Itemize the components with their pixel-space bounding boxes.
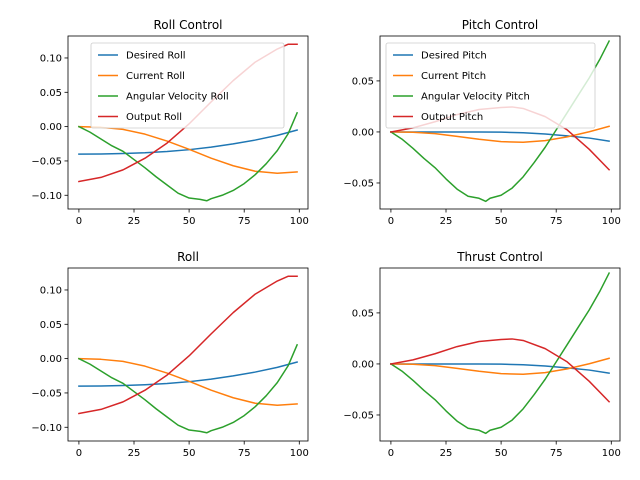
x-tick-label: 50 <box>495 216 508 227</box>
x-tick-label: 100 <box>602 448 621 459</box>
y-tick-label: −0.05 <box>31 389 62 400</box>
y-tick-label: 0.00 <box>40 122 62 133</box>
legend: Desired Roll Current Roll Angular Velocity… <box>90 42 285 129</box>
x-tick-label: 100 <box>602 216 621 227</box>
chart-title: Roll Control <box>154 18 223 32</box>
y-tick-label: 0.00 <box>352 128 374 139</box>
y-tick-label: 0.05 <box>352 309 374 320</box>
subplot-2: Pitch Control 0 25 50 75 100 −0.05 0.00 0.05 Desi… <box>343 18 620 227</box>
x-tick-label: 50 <box>495 448 508 459</box>
x-tick-label: 25 <box>440 216 453 227</box>
legend-label: Output Pitch <box>421 112 483 123</box>
chart-title: Roll <box>177 250 199 264</box>
x-tick-label: 50 <box>183 216 196 227</box>
x-tick-label: 0 <box>388 216 394 227</box>
legend-label: Current Roll <box>126 71 185 82</box>
x-tick-label: 25 <box>128 216 141 227</box>
y-tick-label: 0.05 <box>352 77 374 88</box>
x-tick-label: 25 <box>440 448 453 459</box>
x-tick-label: 0 <box>388 448 394 459</box>
subplot-3: Roll 0 25 50 75 100 −0.10 −0.05 0.00 0.05 0.10 <box>31 250 308 459</box>
series-line-red <box>390 338 611 403</box>
axes-frame <box>379 35 621 210</box>
series-line-red <box>78 275 298 415</box>
plot-area <box>77 275 299 434</box>
legend: Desired Pitch Current Pitch Angular Veloci… <box>385 42 596 129</box>
x-tick-label: 75 <box>550 216 563 227</box>
series-line-blue <box>78 361 299 387</box>
legend-label: Desired Pitch <box>421 51 487 62</box>
legend-label: Desired Roll <box>126 51 186 62</box>
legend-label: Angular Velocity Roll <box>126 92 229 103</box>
plot-area <box>389 272 611 435</box>
y-tick-label: −0.10 <box>31 191 62 202</box>
series-line-orange <box>78 125 298 175</box>
series-line-green <box>77 343 299 434</box>
x-tick-label: 100 <box>290 216 309 227</box>
series-line-orange <box>390 357 611 375</box>
y-tick-label: 0.05 <box>40 320 62 331</box>
x-tick-label: 75 <box>550 448 563 459</box>
x-tick-label: 75 <box>238 216 251 227</box>
series-line-orange <box>390 125 611 143</box>
series-line-blue <box>78 129 299 155</box>
x-tick-label: 50 <box>183 448 196 459</box>
x-tick-label: 75 <box>238 448 251 459</box>
y-tick-label: −0.05 <box>343 411 374 422</box>
chart-title: Thrust Control <box>456 250 543 264</box>
series-line-orange <box>78 357 298 407</box>
legend-label: Output Roll <box>126 112 182 123</box>
y-tick-label: −0.05 <box>31 157 62 168</box>
y-tick-label: 0.10 <box>40 286 62 297</box>
x-tick-label: 100 <box>290 448 309 459</box>
y-tick-label: −0.10 <box>31 423 62 434</box>
y-tick-label: 0.05 <box>40 88 62 99</box>
series-line-green <box>77 111 299 202</box>
series-line-green <box>389 272 611 435</box>
x-tick-label: 0 <box>76 448 82 459</box>
x-tick-label: 25 <box>128 448 141 459</box>
legend-label: Current Pitch <box>421 71 486 82</box>
y-tick-label: 0.00 <box>40 354 62 365</box>
axes-frame <box>67 267 309 442</box>
subplot-4: Thrust Control 0 25 50 75 100 −0.05 0.00 0.05 <box>343 250 620 459</box>
subplot-1: Roll Control 0 25 50 75 100 −0.10 −0.05 0.00 0.05… <box>31 18 308 227</box>
chart-title: Pitch Control <box>462 18 538 32</box>
axes-frame <box>67 35 309 210</box>
y-tick-label: −0.05 <box>343 179 374 190</box>
x-tick-label: 0 <box>76 216 82 227</box>
legend-label: Angular Velocity Pitch <box>421 92 530 103</box>
legend-box <box>90 42 285 129</box>
legend-box <box>385 42 596 129</box>
axes-frame <box>379 267 621 442</box>
y-tick-label: 0.10 <box>40 54 62 65</box>
y-tick-label: 0.00 <box>352 360 374 371</box>
